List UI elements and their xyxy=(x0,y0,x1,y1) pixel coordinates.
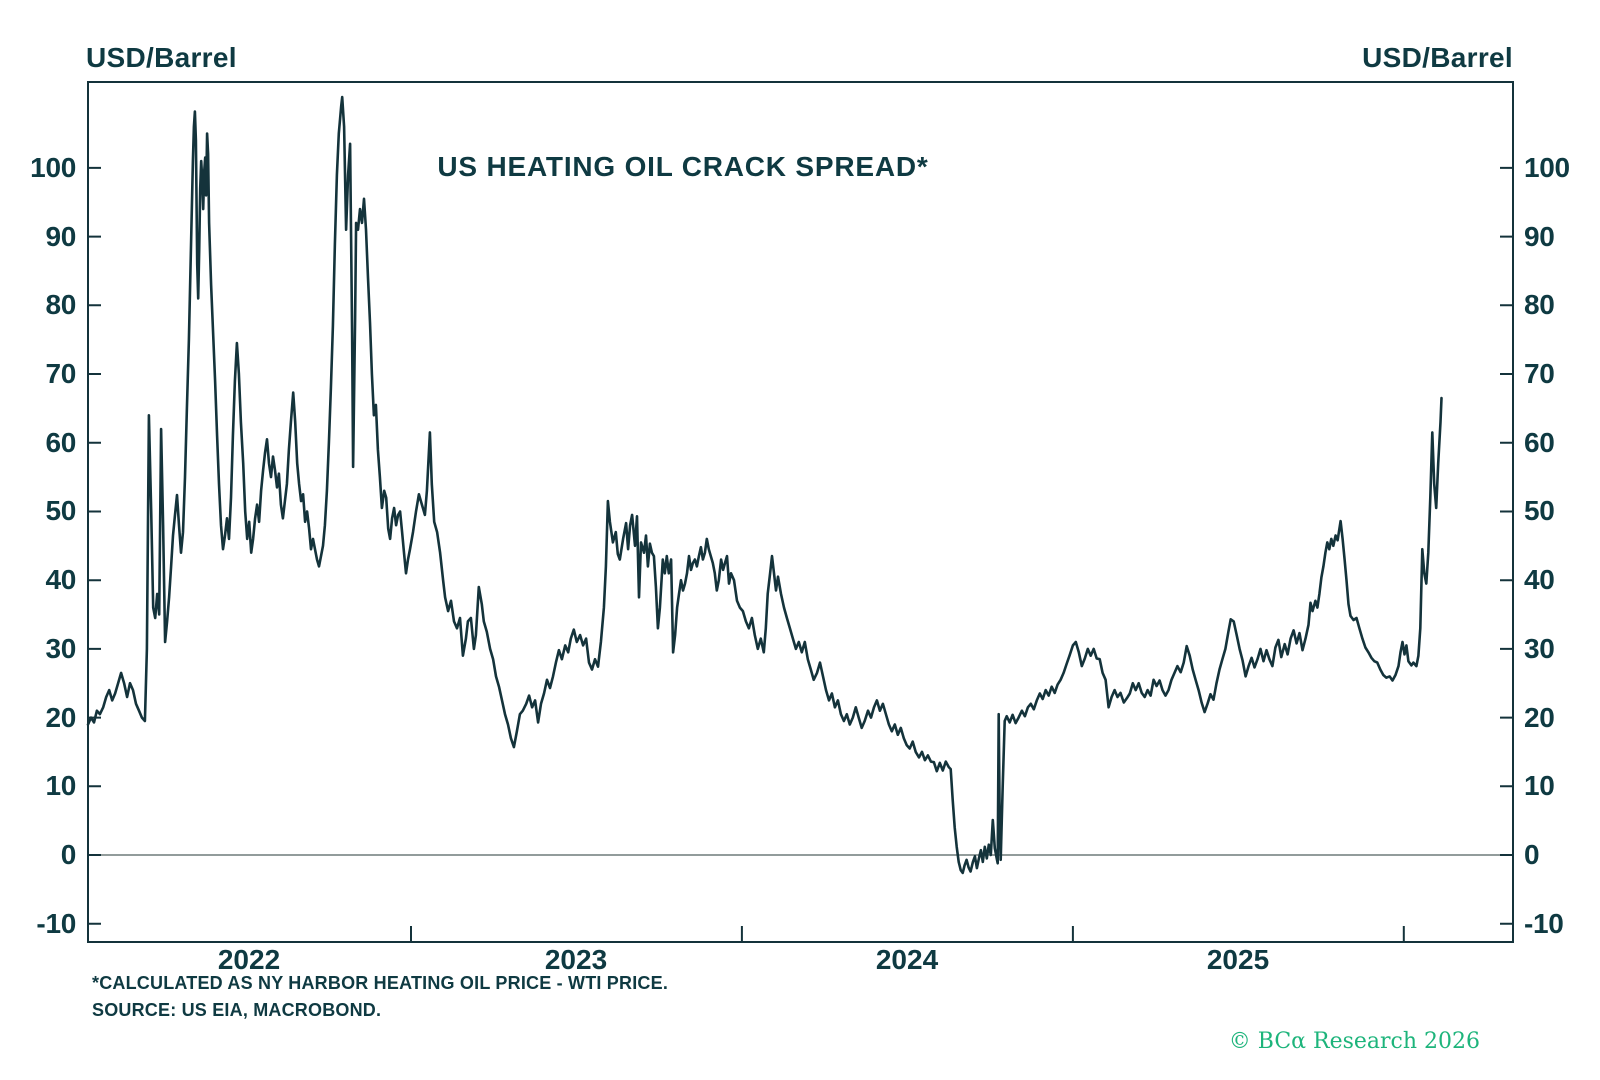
footnote-calculation: *CALCULATED AS NY HARBOR HEATING OIL PRI… xyxy=(92,973,669,993)
chart-title: US HEATING OIL CRACK SPREAD* xyxy=(437,151,929,182)
y-axis-unit-left: USD/Barrel xyxy=(86,42,237,73)
y-axis-unit-right: USD/Barrel xyxy=(1362,42,1513,73)
y-tick-label-left-30: 30 xyxy=(45,633,76,664)
y-tick-label-left-70: 70 xyxy=(45,358,76,389)
copyright-notice: © BCα Research 2026 xyxy=(1228,1029,1480,1054)
y-tick-label-left-10: 10 xyxy=(45,770,76,801)
axis-ticks xyxy=(88,166,1513,942)
y-tick-label-right-10: 10 xyxy=(1524,770,1555,801)
y-tick-label-right-50: 50 xyxy=(1524,495,1555,526)
y-tick-label-right-60: 60 xyxy=(1524,427,1555,458)
x-axis-label-2022: 2022 xyxy=(217,944,281,975)
y-tick-label-left-60: 60 xyxy=(45,427,76,458)
x-axis-label-2025: 2025 xyxy=(1206,944,1270,975)
y-tick-label-right-100: 100 xyxy=(1524,152,1570,183)
y-tick-label-right--10: -10 xyxy=(1524,908,1564,939)
y-tick-label-left-90: 90 xyxy=(45,221,76,252)
x-axis-label-2024: 2024 xyxy=(875,944,939,975)
y-tick-label-right-20: 20 xyxy=(1524,702,1555,733)
y-tick-label-left--10: -10 xyxy=(36,908,76,939)
x-axis-label-2023: 2023 xyxy=(544,944,608,975)
y-tick-label-right-80: 80 xyxy=(1524,289,1555,320)
y-tick-label-left-40: 40 xyxy=(45,564,76,595)
y-tick-label-right-40: 40 xyxy=(1524,564,1555,595)
y-tick-label-left-50: 50 xyxy=(45,495,76,526)
y-tick-label-left-20: 20 xyxy=(45,702,76,733)
y-tick-label-left-80: 80 xyxy=(45,289,76,320)
y-tick-label-left-0: 0 xyxy=(60,839,77,870)
plot-border xyxy=(87,81,1514,943)
footnote-source: SOURCE: US EIA, MACROBOND. xyxy=(92,1000,382,1020)
y-tick-label-right-0: 0 xyxy=(1524,839,1540,870)
y-tick-label-right-30: 30 xyxy=(1524,633,1555,664)
y-tick-label-right-70: 70 xyxy=(1524,358,1555,389)
y-tick-label-right-90: 90 xyxy=(1524,221,1555,252)
crack-spread-line xyxy=(86,95,1443,875)
y-tick-label-left-100: 100 xyxy=(30,152,76,183)
